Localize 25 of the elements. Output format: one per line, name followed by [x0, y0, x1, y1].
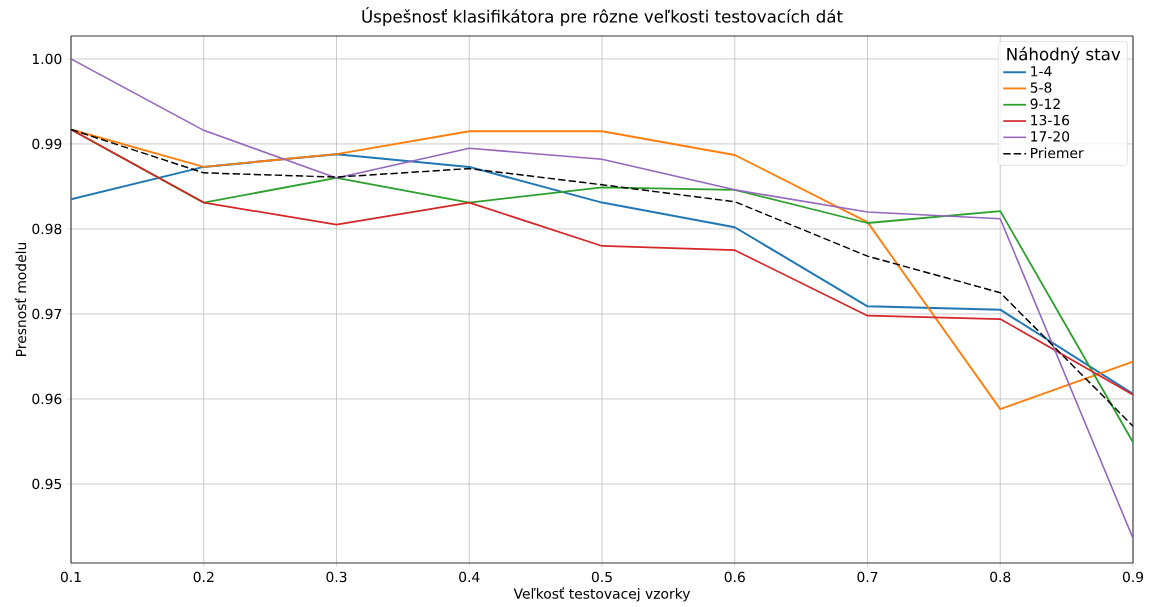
x-axis-title: Veľkosť testovacej vzorky [513, 587, 691, 602]
y-axis-title: Presnosť modelu [14, 242, 27, 356]
x-tick-label: 0.1 [60, 571, 81, 583]
x-tick-label: 0.9 [1122, 571, 1144, 583]
y-tick-label: 0.99 [32, 138, 62, 150]
x-tick-label: 0.3 [326, 571, 347, 583]
legend-label: 17-20 [1031, 131, 1070, 142]
y-tick-label: 0.97 [32, 308, 62, 320]
legend-title: Náhodný stav [1007, 46, 1121, 64]
legend-label: Priemer [1031, 147, 1084, 159]
y-tick-label: 0.95 [32, 478, 62, 490]
x-tick-label: 0.8 [990, 571, 1011, 583]
x-tick-label: 0.7 [857, 571, 878, 583]
y-tick-label: 1.00 [32, 53, 62, 65]
legend-label: 5-8 [1030, 82, 1052, 93]
legend-label: 9-12 [1030, 98, 1060, 110]
x-tick-label: 0.4 [459, 571, 480, 583]
x-tick-label: 0.2 [193, 571, 214, 583]
chart-title: Úspešnosť klasifikátora pre rôzne veľkosti testovacích dát [362, 7, 843, 26]
legend-label: 1-4 [1031, 66, 1052, 77]
legend-label: 13-16 [1031, 114, 1070, 126]
x-tick-label: 0.5 [591, 571, 612, 583]
y-tick-label: 0.96 [32, 393, 62, 405]
x-tick-label: 0.6 [724, 571, 745, 583]
y-tick-label: 0.98 [32, 223, 62, 235]
